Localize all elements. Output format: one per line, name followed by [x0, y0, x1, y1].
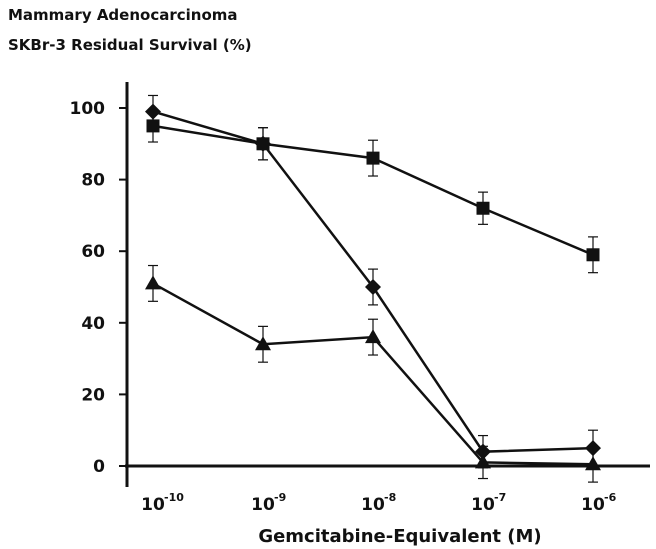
- x-tick-exponent: -7: [494, 491, 506, 504]
- y-tick-label: 100: [70, 99, 106, 119]
- chart-title: Mammary Adenocarcinoma: [8, 6, 238, 24]
- y-tick-label: 0: [93, 457, 105, 477]
- y-tick-label: 80: [81, 171, 105, 191]
- y-tick-label: 20: [81, 385, 105, 405]
- x-tick-exponent: -8: [384, 491, 396, 504]
- series-square: [146, 109, 600, 274]
- x-tick-label: 10 -10: [141, 491, 184, 515]
- x-tick-base: 10: [141, 495, 165, 515]
- x-tick-exponent: -6: [604, 491, 617, 504]
- x-tick-exponent: -10: [164, 491, 184, 504]
- data-point-triangle: [365, 329, 381, 344]
- x-tick-base: 10: [251, 495, 275, 515]
- data-point-square: [146, 119, 160, 133]
- x-tick-label: 10 -9: [251, 491, 286, 515]
- x-tick-label: 10 -6: [581, 491, 616, 515]
- series-triangle: [145, 264, 601, 483]
- x-axis-label: Gemcitabine-Equivalent (M): [258, 526, 541, 547]
- x-tick-base: 10: [581, 495, 605, 515]
- series-layer: [145, 94, 601, 483]
- data-point-square: [256, 137, 270, 151]
- data-point-triangle: [255, 336, 271, 351]
- x-tick-label: 10 -8: [361, 491, 396, 515]
- data-point-square: [586, 248, 600, 262]
- y-tick-label: 40: [81, 314, 105, 334]
- data-point-triangle: [145, 275, 161, 290]
- data-point-triangle: [475, 454, 491, 469]
- axis-labels: Gemcitabine-Equivalent (M): [258, 526, 541, 547]
- data-point-square: [366, 151, 380, 165]
- x-tick-exponent: -9: [274, 491, 286, 504]
- series-line-triangle: [152, 282, 594, 466]
- data-point-square: [476, 201, 490, 215]
- chart-subtitle: SKBr-3 Residual Survival (%): [8, 36, 252, 54]
- x-tick-base: 10: [471, 495, 495, 515]
- x-tick-base: 10: [361, 495, 385, 515]
- data-point-triangle: [585, 456, 601, 471]
- y-tick-label: 60: [81, 242, 105, 262]
- x-tick-label: 10 -7: [471, 491, 506, 515]
- data-point-diamond: [365, 279, 381, 295]
